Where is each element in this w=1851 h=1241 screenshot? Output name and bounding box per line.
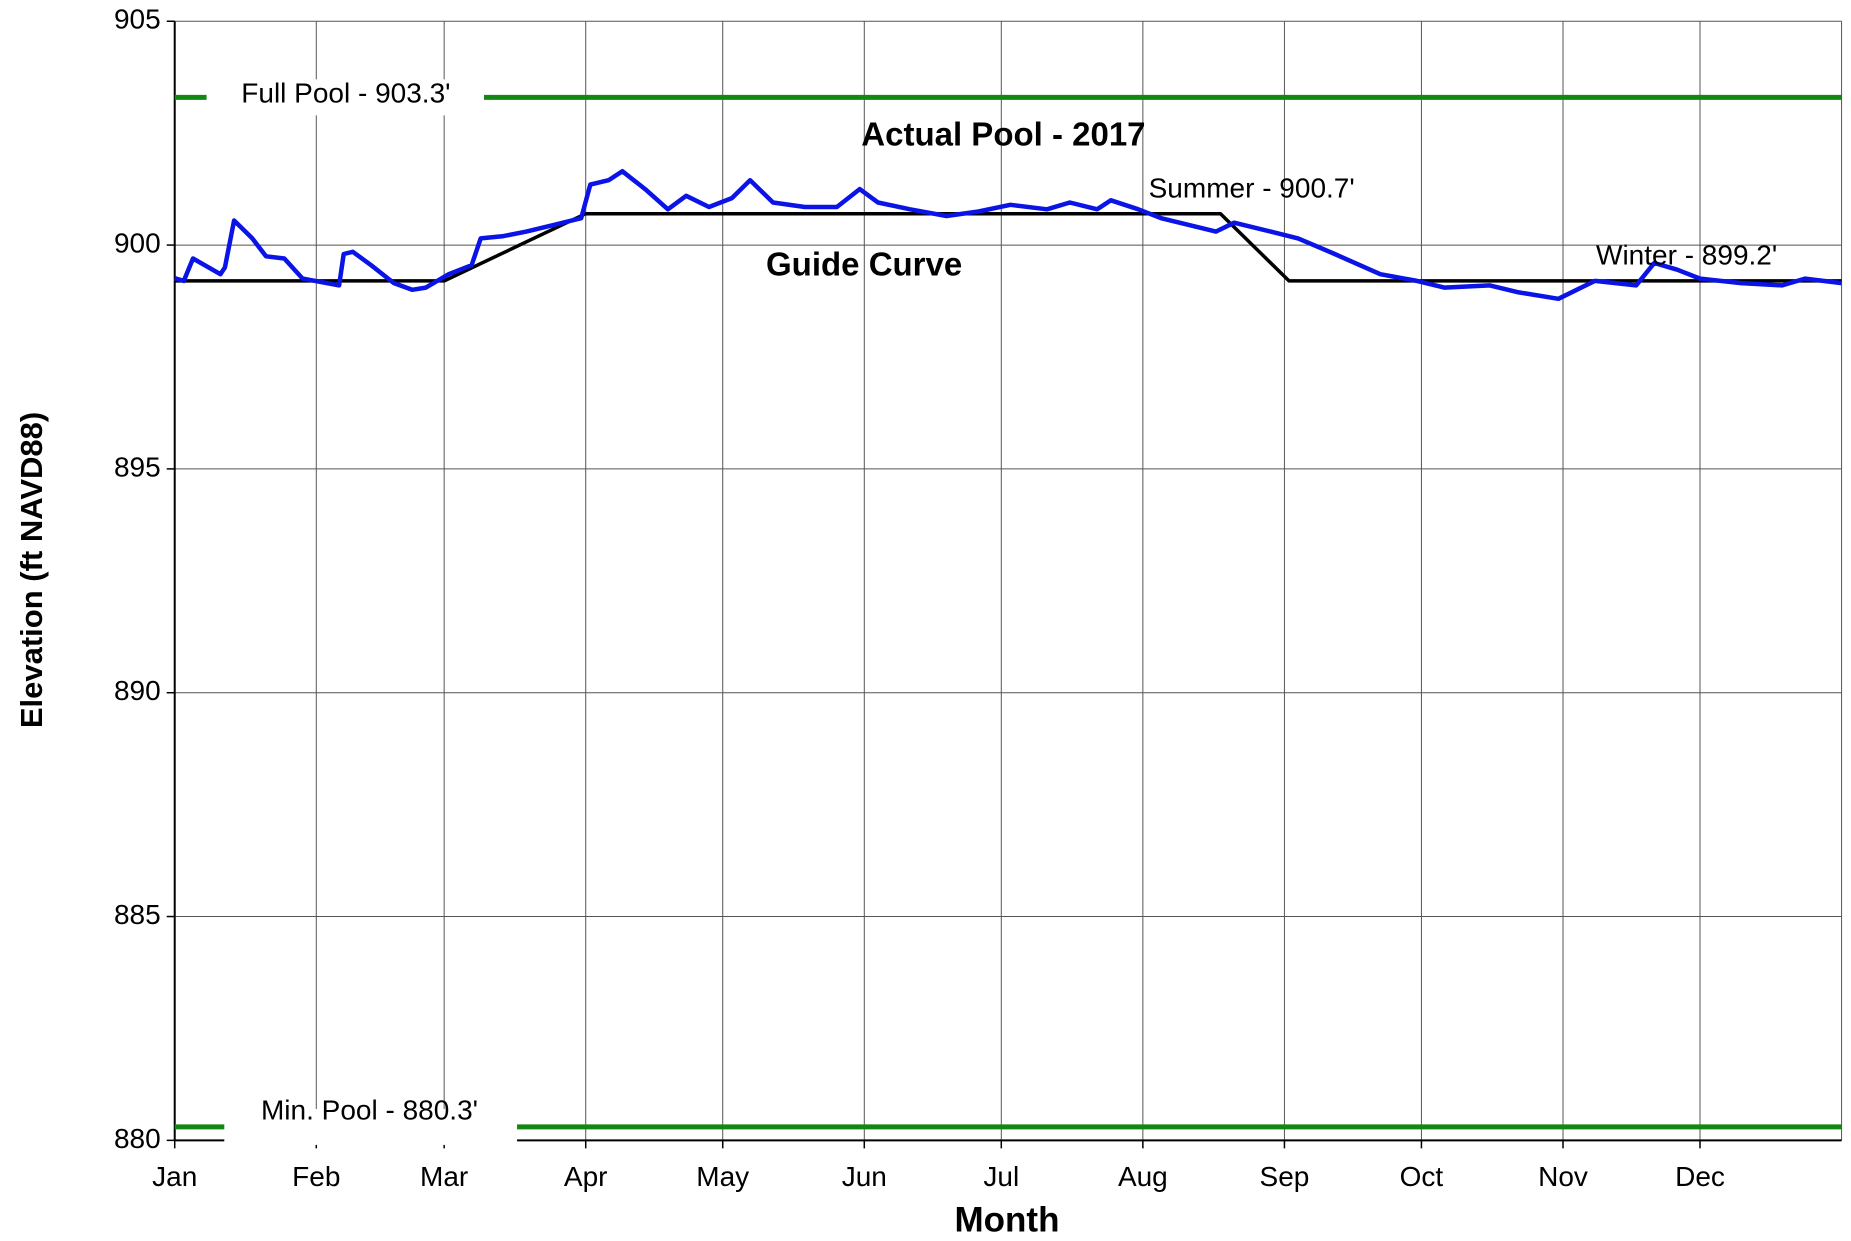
x-tick-label: Nov	[1538, 1161, 1588, 1192]
x-tick-label: Mar	[420, 1161, 468, 1192]
y-axis-label: Elevation (ft NAVD88)	[14, 412, 49, 728]
annotation: Summer - 900.7'	[1149, 172, 1355, 203]
label-background	[206, 79, 485, 116]
y-tick-label: 880	[114, 1123, 161, 1154]
series-label: Guide Curve	[766, 246, 962, 283]
reference-label: Min. Pool - 880.3'	[261, 1094, 478, 1125]
reference-label: Full Pool - 903.3'	[241, 78, 450, 109]
line-series	[174, 168, 1842, 302]
y-tick-label: 895	[114, 451, 161, 482]
y-tick-label: 885	[114, 899, 161, 930]
x-tick-label: May	[696, 1161, 749, 1192]
label-background	[224, 1108, 518, 1145]
x-tick-label: Oct	[1400, 1161, 1444, 1192]
x-tick-label: Jul	[983, 1161, 1019, 1192]
x-tick-label: Jun	[842, 1161, 887, 1192]
y-tick-label: 890	[114, 675, 161, 706]
x-tick-label: Jan	[152, 1161, 197, 1192]
x-axis-label: Month	[955, 1200, 1060, 1239]
x-tick-label: Sep	[1260, 1161, 1310, 1192]
x-tick-label: Dec	[1675, 1161, 1725, 1192]
y-tick-label: 900	[114, 227, 161, 258]
x-tick-label: Feb	[292, 1161, 340, 1192]
annotation: Winter - 899.2'	[1596, 240, 1777, 271]
x-tick-label: Aug	[1118, 1161, 1168, 1192]
line-series	[174, 211, 1842, 283]
series-label: Actual Pool - 2017	[861, 116, 1145, 153]
x-tick-label: Apr	[564, 1161, 608, 1192]
y-tick-label: 905	[114, 4, 161, 35]
